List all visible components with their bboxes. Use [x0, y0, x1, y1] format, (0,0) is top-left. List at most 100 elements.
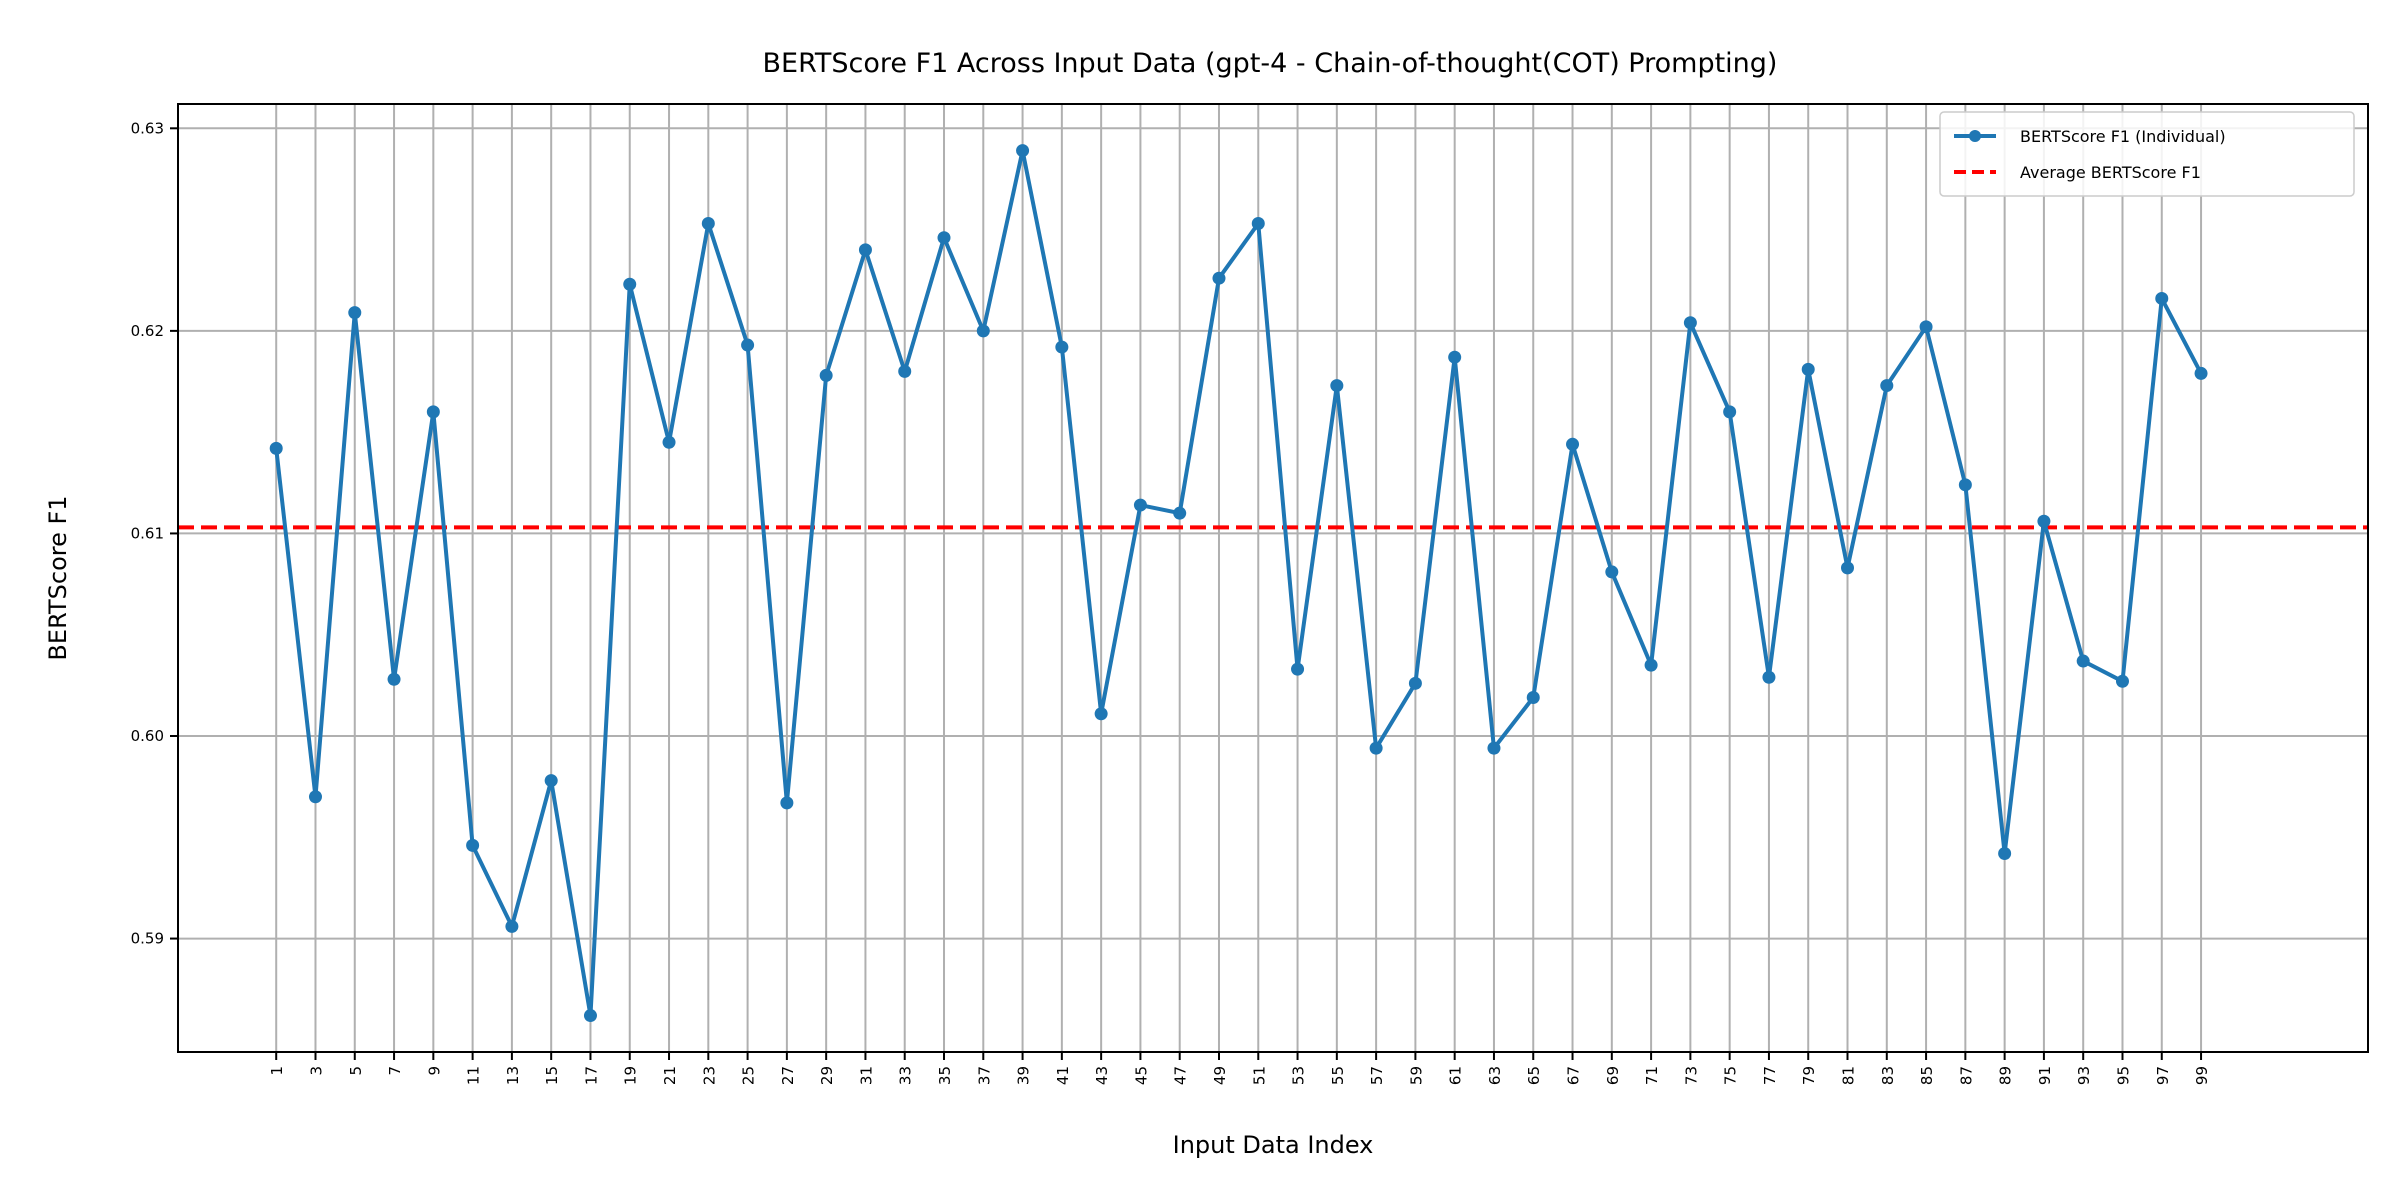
plot-frame: [177, 103, 2369, 1053]
x-tick-label: 11: [465, 1066, 483, 1085]
data-point: [1998, 846, 2012, 860]
x-tick-label: 65: [1525, 1066, 1543, 1085]
data-point: [780, 796, 794, 810]
x-tick-label: 63: [1486, 1066, 1504, 1085]
x-tick-label: 13: [504, 1066, 522, 1085]
data-point: [741, 338, 755, 352]
data-point: [2194, 366, 2208, 380]
x-tick-label: 5: [347, 1066, 365, 1076]
x-tick-label: 85: [1918, 1066, 1936, 1085]
x-tick-label: 39: [1015, 1066, 1033, 1085]
x-tick-label: 9: [425, 1066, 443, 1076]
x-tick-label: 21: [661, 1066, 679, 1085]
data-point: [426, 405, 440, 419]
grid: [178, 104, 2368, 1052]
data-point: [1408, 676, 1422, 690]
data-point: [1094, 707, 1108, 721]
data-point: [1880, 379, 1894, 393]
data-point: [701, 217, 715, 231]
data-point: [1526, 691, 1540, 705]
data-point: [505, 919, 519, 933]
data-point: [2076, 654, 2090, 668]
x-tick-label: 29: [818, 1066, 836, 1085]
data-point: [662, 435, 676, 449]
x-tick-label: 53: [1290, 1066, 1308, 1085]
x-tick-label: 73: [1682, 1066, 1700, 1085]
x-tick-label: 23: [700, 1066, 718, 1085]
x-tick-label: 75: [1722, 1066, 1740, 1085]
y-tick-label: 0.61: [131, 524, 164, 542]
data-point: [544, 774, 558, 788]
x-tick-label: 81: [1840, 1066, 1858, 1085]
data-point: [269, 441, 283, 455]
data-point: [858, 243, 872, 257]
y-axis-label: BERTScore F1: [44, 495, 72, 660]
x-tick-label: 59: [1407, 1066, 1425, 1085]
x-tick-label: 69: [1604, 1066, 1622, 1085]
data-point: [1566, 437, 1580, 451]
data-point: [1291, 662, 1305, 676]
x-tick-label: 91: [2036, 1066, 2054, 1085]
data-point: [348, 306, 362, 320]
data-point: [1487, 741, 1501, 755]
data-point: [1762, 670, 1776, 684]
x-tick-label: 19: [622, 1066, 640, 1085]
data-point: [1644, 658, 1658, 672]
x-tick-label: 15: [543, 1066, 561, 1085]
y-tick-label: 0.59: [131, 930, 164, 948]
data-point: [1212, 271, 1226, 285]
data-point: [898, 364, 912, 378]
x-tick-label: 47: [1172, 1066, 1190, 1085]
x-tick-label: 57: [1368, 1066, 1386, 1085]
x-tick-label: 31: [857, 1066, 875, 1085]
x-tick-label: 71: [1643, 1066, 1661, 1085]
data-point: [466, 838, 480, 852]
series-line: [274, 148, 2203, 1018]
data-point: [1723, 405, 1737, 419]
data-point: [1251, 217, 1265, 231]
data-point: [623, 277, 637, 291]
data-point: [1683, 316, 1697, 330]
x-tick-label: 87: [1957, 1066, 1975, 1085]
legend-series-label: BERTScore F1 (Individual): [2020, 127, 2226, 146]
x-tick-label: 51: [1250, 1066, 1268, 1085]
data-point: [308, 790, 322, 804]
x-tick-label: 61: [1447, 1066, 1465, 1085]
data-point: [1133, 498, 1147, 512]
data-point: [1801, 362, 1815, 376]
x-tick-label: 35: [936, 1066, 954, 1085]
y-tick-label: 0.62: [131, 322, 164, 340]
x-tick-label: 1: [268, 1066, 286, 1076]
x-tick-label: 41: [1054, 1066, 1072, 1085]
data-point: [819, 368, 833, 382]
x-axis-label: Input Data Index: [1173, 1131, 1374, 1159]
data-point: [1448, 350, 1462, 364]
data-point: [1330, 379, 1344, 393]
legend-series-marker: [1969, 130, 1981, 142]
x-tick-label: 43: [1093, 1066, 1111, 1085]
series-layer: [269, 144, 2208, 1023]
x-tick-label: 37: [975, 1066, 993, 1085]
x-tick-label: 77: [1761, 1066, 1779, 1085]
x-tick-label: 55: [1329, 1066, 1347, 1085]
x-tick-label: 97: [2154, 1066, 2172, 1085]
y-tick-label: 0.60: [131, 727, 164, 745]
x-tick-label: 95: [2114, 1066, 2132, 1085]
data-point: [937, 231, 951, 245]
x-tick-label: 7: [386, 1066, 404, 1076]
data-point: [387, 672, 401, 686]
legend-box: [1939, 111, 2355, 197]
x-tick-label: 25: [740, 1066, 758, 1085]
data-point: [2037, 514, 2051, 528]
data-point: [583, 1009, 597, 1023]
legend: BERTScore F1 (Individual) Average BERTSc…: [1939, 111, 2355, 197]
data-point: [1841, 561, 1855, 575]
data-point: [1605, 565, 1619, 579]
chart-title: BERTScore F1 Across Input Data (gpt-4 - …: [763, 48, 1778, 79]
data-point: [1958, 478, 1972, 492]
data-point: [1369, 741, 1383, 755]
x-tick-label: 17: [582, 1066, 600, 1085]
data-point: [2155, 291, 2169, 305]
legend-average-label: Average BERTScore F1: [2020, 163, 2201, 182]
